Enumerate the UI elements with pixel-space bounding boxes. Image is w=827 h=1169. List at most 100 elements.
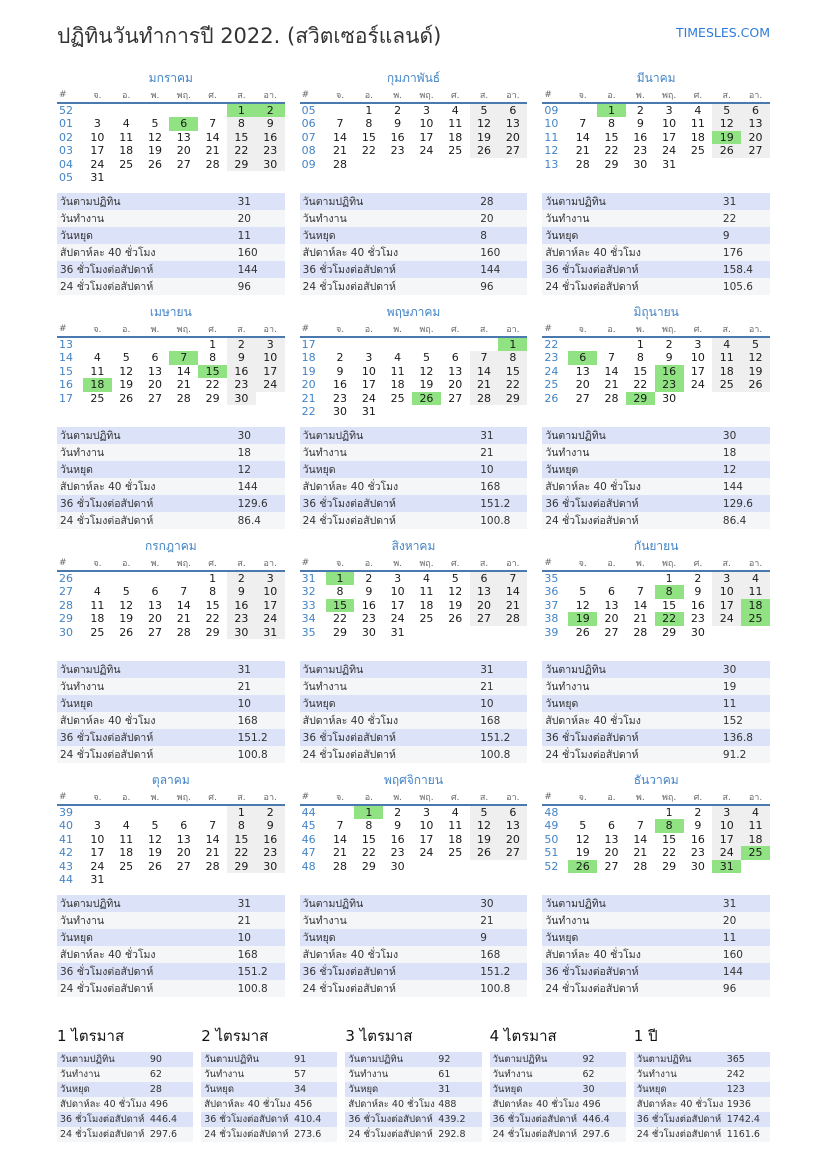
week-number: 47 — [301, 846, 316, 860]
day-header: พฤ. — [412, 556, 441, 572]
day-cell: 3 — [712, 805, 742, 819]
calendar-page: ปฏิทินวันทำการปี 2022. (สวิตเซอร์แลนด์) … — [57, 24, 770, 1142]
stat-label: วันหยุด — [60, 230, 93, 242]
week-number: 26 — [544, 391, 559, 405]
day-header: ศ. — [440, 322, 470, 338]
day-header: พ. — [383, 556, 413, 572]
day-header: อา. — [498, 322, 528, 338]
day-cell: 4 — [93, 585, 101, 599]
day-header: ศ. — [198, 790, 227, 806]
stat-value: 30 — [237, 429, 251, 442]
month-title: มิถุนายน — [633, 305, 679, 319]
holiday-day-cell: 26 — [568, 859, 598, 873]
stat-value: 100.8 — [237, 748, 268, 761]
empty-day-cell — [169, 171, 198, 185]
stat-value: 57 — [294, 1069, 307, 1080]
stat-label: วันทำงาน — [302, 915, 347, 927]
day-header: จ. — [83, 322, 112, 338]
stat-value: 168 — [480, 480, 501, 493]
day-cell: 12 — [469, 117, 499, 131]
day-cell: 17 — [390, 598, 405, 612]
stat-row: วันหยุด 11 — [542, 695, 770, 712]
day-header-row: # จ. อ. พ. พฤ. ศ. ส. อา. — [57, 88, 285, 104]
stat-row: 24 ชั่วโมงต่อสัปดาห์ 297.6 — [489, 1127, 626, 1142]
stat-row: สัปดาห์ละ 40 ชั่วโมง 160 — [299, 244, 528, 261]
month-calendar: กันยายน # จ. อ. พ. พฤ. ศ. ส. อา. 35 1 2 3 4 36 5 6 7 8 9 10 1… — [542, 538, 770, 661]
day-cell: 22 — [361, 144, 376, 158]
calendar-table: # จ. อ. พ. พฤ. ศ. ส. อา. 52 1 2 01 3 4 5 6 7 8 9 02 10 11 12 13… — [57, 88, 285, 185]
day-cell: 22 — [498, 378, 528, 392]
day-cell: 15 — [226, 832, 256, 846]
day-cell: 8 — [636, 351, 644, 365]
stat-value: 136.8 — [722, 731, 753, 744]
week-row: 15 11 12 13 14 15 16 17 — [57, 364, 285, 378]
day-cell: 20 — [498, 130, 528, 144]
holiday-day-cell: 8 — [654, 585, 684, 599]
day-cell: 4 — [741, 571, 770, 585]
stat-label: วันทำงาน — [60, 1069, 100, 1080]
week-row: 30 25 26 27 28 29 30 31 — [57, 625, 285, 639]
empty-day-cell — [568, 103, 597, 117]
month-calendar: ธันวาคม # จ. อ. พ. พฤ. ศ. ส. อา. 48 1 2 3 4 49 5 6 7 8 9 10 1… — [542, 772, 770, 895]
day-cell: 12 — [147, 832, 162, 846]
holiday-day-cell: 23 — [654, 378, 684, 392]
stat-label: 24 ชั่วโมงต่อสัปดาห์ — [545, 515, 639, 527]
day-header: อ. — [111, 790, 141, 806]
empty-day-cell — [441, 158, 470, 172]
week-number-header: # — [542, 88, 569, 104]
day-cell: 19 — [469, 832, 499, 846]
calendar-table: # จ. อ. พ. พฤ. ศ. ส. อา. 35 1 2 3 4 36 5 6 7 8 9 10 11 37 12 13… — [542, 556, 770, 639]
stat-row: วันตามปฏิทิน 365 — [633, 1052, 770, 1067]
stat-label: 24 ชั่วโมงต่อสัปดาห์ — [545, 983, 639, 995]
empty-day-cell — [470, 337, 499, 351]
week-number-header: # — [299, 322, 326, 338]
day-cell: 31 — [90, 873, 105, 887]
day-cell: 9 — [365, 585, 373, 599]
month-calendar: พฤศจิกายน # จ. อ. พ. พฤ. ศ. ส. อา. 44 1 2 3 4 5 6 45 7 8 9 1… — [299, 772, 528, 895]
day-cell: 23 — [255, 846, 285, 860]
day-cell: 9 — [394, 117, 402, 131]
day-cell: 27 — [604, 625, 619, 639]
empty-day-cell — [169, 571, 198, 585]
week-number: 02 — [59, 130, 73, 144]
week-row: 44 1 2 3 4 5 6 — [300, 805, 528, 819]
day-cell: 3 — [365, 351, 373, 365]
summary-title: 4 ไตรมาส — [489, 1027, 557, 1045]
week-row: 39 1 2 — [57, 805, 285, 819]
day-cell: 16 — [255, 130, 285, 144]
empty-day-cell — [383, 337, 412, 351]
day-cell: 6 — [608, 819, 616, 833]
month-stats-table: วันตามปฏิทิน 30 วันทำงาน 18 วันหยุด 12 สัปดาห์… — [57, 427, 285, 529]
day-cell: 29 — [361, 859, 376, 873]
day-cell: 28 — [633, 859, 648, 873]
day-header-row: # จ. อ. พ. พฤ. ศ. ส. อา. — [57, 556, 285, 572]
stat-row: วันหยุด 11 — [57, 227, 285, 244]
day-cell: 7 — [469, 351, 499, 365]
stat-value: 96 — [237, 280, 251, 293]
week-number: 44 — [301, 806, 316, 819]
month-title: ตุลาคม — [151, 773, 190, 787]
stat-row: วันหยุด 9 — [299, 929, 528, 946]
day-cell: 28 — [205, 859, 220, 873]
month-calendar: สิงหาคม # จ. อ. พ. พฤ. ศ. ส. อา. 31 1 2 3 4 5 6 7 32 8 9 10 1… — [299, 538, 528, 661]
day-cell: 30 — [361, 625, 376, 639]
day-cell: 24 — [361, 391, 376, 405]
month-block: พฤษภาคม # จ. อ. พ. พฤ. ศ. ส. อา. 17 1 18 2 3 4 5 6 7 8 19 9 1… — [299, 304, 528, 529]
week-row: 02 10 11 12 13 14 15 16 — [57, 130, 285, 144]
week-number: 17 — [301, 338, 316, 351]
brand-link[interactable]: TIMESLES.COM — [675, 25, 770, 40]
day-cell: 21 — [498, 598, 528, 612]
stat-value: 1936 — [726, 1099, 751, 1110]
stat-label: 36 ชั่วโมงต่อสัปดาห์ — [302, 732, 396, 744]
day-cell: 29 — [498, 391, 528, 405]
week-number: 39 — [544, 625, 559, 639]
stat-label: 24 ชั่วโมงต่อสัปดาห์ — [60, 281, 154, 293]
day-cell: 25 — [448, 846, 463, 860]
day-cell: 10 — [90, 130, 105, 144]
day-header: อ. — [354, 88, 384, 104]
week-number: 35 — [301, 625, 316, 639]
day-cell: 6 — [151, 585, 159, 599]
day-header: จ. — [568, 790, 598, 806]
day-cell: 3 — [422, 806, 430, 819]
stat-value: 21 — [480, 914, 494, 927]
